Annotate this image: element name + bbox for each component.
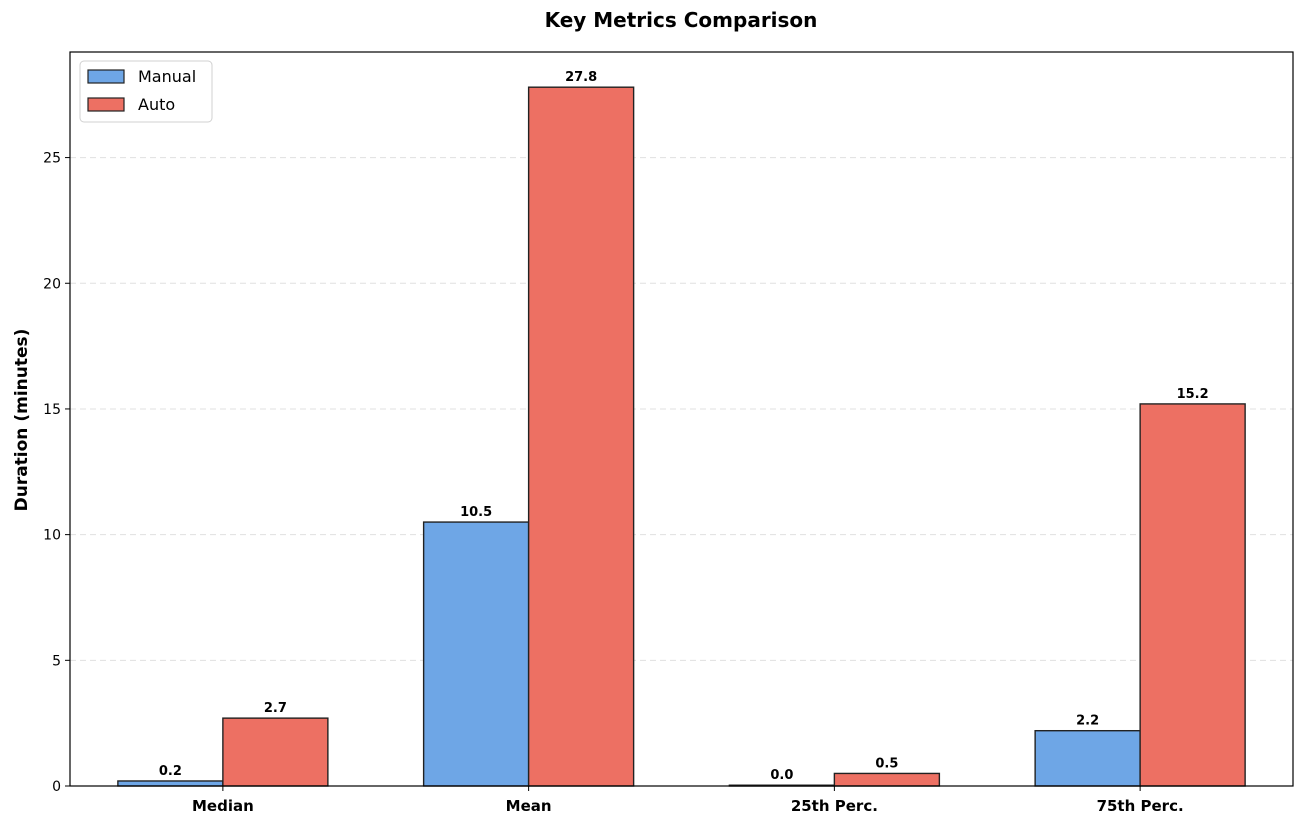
x-tick-label: Median: [192, 797, 254, 815]
y-tick-label: 25: [43, 151, 61, 167]
data-label: 27.8: [565, 70, 597, 85]
y-tick-label: 5: [52, 653, 61, 669]
data-label: 15.2: [1177, 387, 1209, 402]
y-tick-label: 15: [43, 402, 61, 418]
bar-manual-0: [117, 780, 224, 787]
bar-manual-3: [1034, 729, 1141, 787]
plot-frame: [69, 51, 1294, 787]
legend-swatch: [87, 69, 125, 84]
legend-label: Manual: [138, 67, 196, 86]
legend-swatch: [87, 97, 125, 112]
data-label: 2.2: [1076, 714, 1099, 729]
x-tick-label: 75th Perc.: [1097, 797, 1184, 815]
data-label: 0.2: [159, 764, 182, 779]
data-labels: 0.2 2.7 10.5 27.8 0.0 0.5 2.2 15.2: [159, 70, 1209, 783]
data-label: 0.0: [770, 768, 793, 783]
bar-auto-0: [222, 717, 329, 787]
legend-label: Auto: [138, 95, 175, 114]
gridlines: [70, 157, 1293, 661]
y-tick-label: 10: [43, 528, 61, 544]
bar-auto-2: [833, 772, 941, 787]
bars: [117, 86, 1246, 787]
data-label: 10.5: [460, 505, 492, 520]
x-tick-label: Mean: [506, 797, 552, 815]
x-axis-ticks: Median Mean 25th Perc. 75th Perc.: [192, 786, 1184, 815]
y-tick-label: 0: [52, 779, 61, 795]
legend: Manual Auto: [79, 60, 213, 123]
bar-manual-1: [422, 521, 530, 787]
chart-title: Key Metrics Comparison: [545, 8, 818, 32]
bar-auto-3: [1139, 403, 1246, 787]
data-label: 2.7: [264, 701, 287, 716]
y-axis-label: Duration (minutes): [12, 329, 32, 512]
bar-auto-1: [527, 86, 635, 787]
y-tick-label: 20: [43, 276, 61, 292]
data-label: 0.5: [875, 756, 898, 771]
y-axis-ticks: 0 5 10 15 20 25: [43, 151, 70, 795]
x-tick-label: 25th Perc.: [791, 797, 878, 815]
